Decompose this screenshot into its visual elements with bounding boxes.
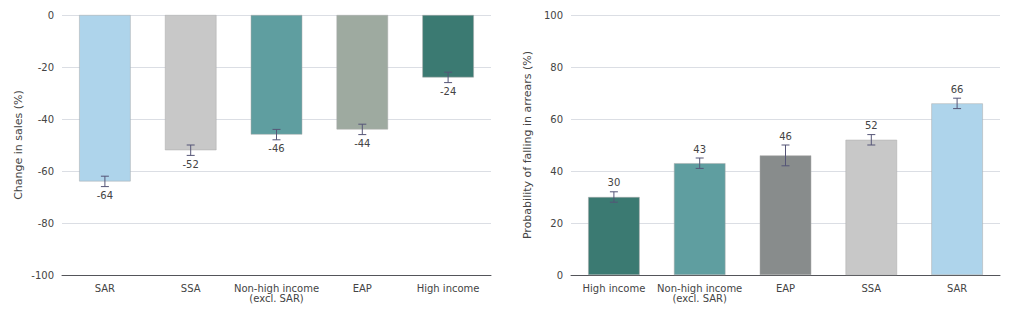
svg-text:-46: -46 (268, 143, 284, 154)
svg-text:Non-high income: Non-high income (657, 282, 743, 294)
svg-text:52: 52 (865, 120, 878, 131)
svg-text:SAR: SAR (95, 283, 115, 294)
svg-text:66: 66 (951, 84, 964, 95)
svg-text:100: 100 (544, 10, 563, 21)
svg-text:0: 0 (557, 270, 563, 281)
svg-text:EAP: EAP (353, 283, 372, 294)
svg-text:30: 30 (608, 177, 621, 188)
svg-text:43: 43 (693, 144, 706, 155)
svg-text:Change in sales (%): Change in sales (%) (12, 90, 25, 200)
svg-text:80: 80 (550, 62, 563, 73)
svg-text:SAR: SAR (947, 283, 967, 294)
svg-text:-40: -40 (38, 114, 54, 125)
svg-text:SSA: SSA (181, 283, 201, 294)
svg-text:-80: -80 (38, 218, 54, 229)
svg-text:EAP: EAP (776, 283, 795, 294)
svg-text:High income: High income (417, 283, 480, 294)
svg-text:Non-high income: Non-high income (233, 282, 320, 294)
svg-text:0: 0 (48, 10, 54, 21)
svg-text:-24: -24 (440, 86, 456, 97)
svg-text:-52: -52 (183, 159, 199, 170)
svg-text:SSA: SSA (861, 283, 881, 294)
svg-text:(excl. SAR): (excl. SAR) (672, 293, 727, 304)
svg-text:-64: -64 (97, 190, 113, 201)
svg-text:20: 20 (550, 218, 563, 229)
svg-text:High income: High income (583, 283, 646, 294)
svg-text:(excl. SAR): (excl. SAR) (249, 293, 304, 304)
svg-text:-44: -44 (354, 138, 370, 149)
svg-text:-60: -60 (38, 166, 54, 177)
svg-text:-20: -20 (38, 62, 54, 73)
svg-text:60: 60 (550, 114, 563, 125)
svg-text:Probability of falling in arre: Probability of falling in arrears (%) (521, 51, 534, 239)
svg-text:46: 46 (779, 131, 792, 142)
svg-text:-100: -100 (31, 270, 54, 281)
svg-text:40: 40 (550, 166, 563, 177)
